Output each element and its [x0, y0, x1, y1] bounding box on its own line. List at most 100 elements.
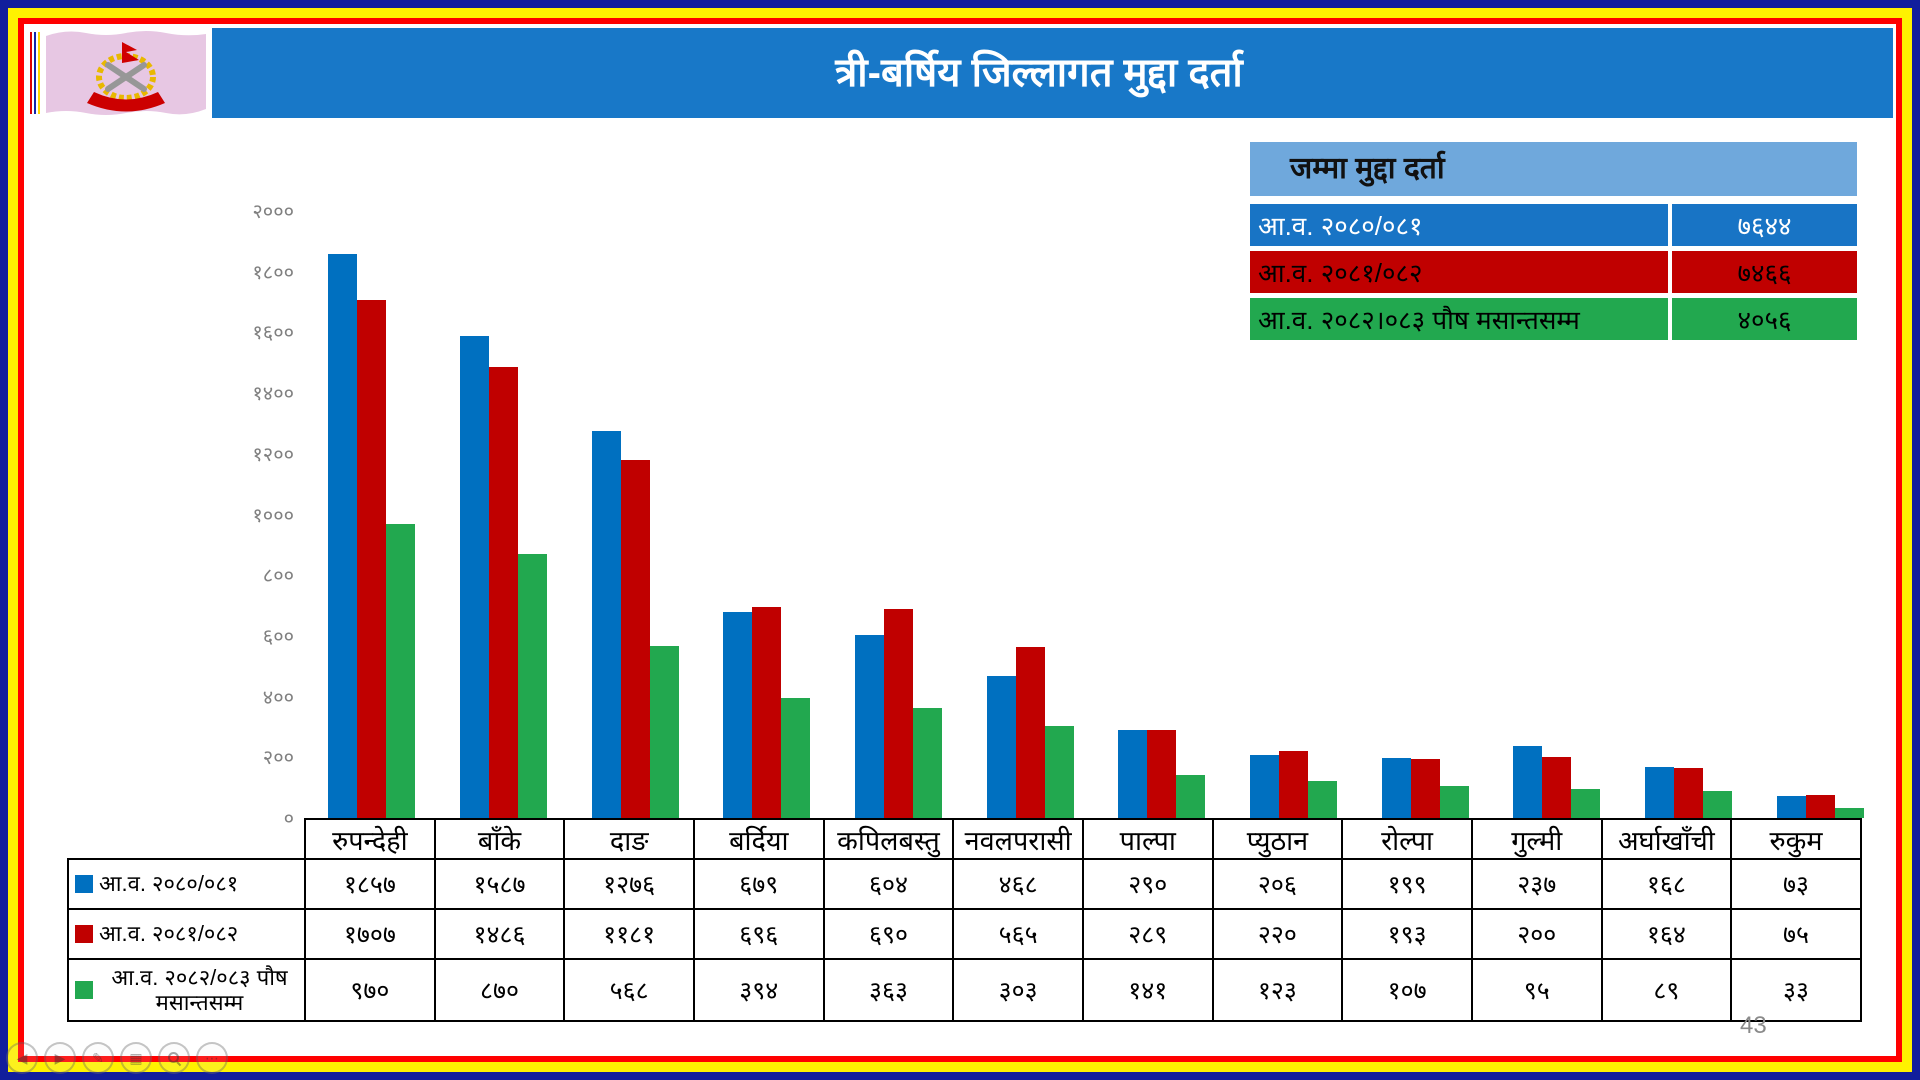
bar: [1805, 795, 1835, 818]
value-cell: २९०: [1081, 858, 1214, 910]
series-legend-cell: आ.व. २०८१/०८२: [67, 908, 306, 960]
logo-stripes: [30, 32, 40, 114]
district-header-cell: बाँके: [433, 818, 566, 860]
value-cell: ७५: [1730, 908, 1862, 960]
y-axis-tick-label: ८००: [262, 565, 294, 588]
bar-group: [460, 336, 547, 818]
slide-canvas: त्री-बर्षिय जिल्लागत मुद्दा दर्ता जम्मा …: [24, 24, 1896, 1056]
district-header-cell: प्युठान: [1211, 818, 1344, 860]
summary-row-value: ७४६६: [1737, 258, 1792, 288]
district-header-cell: गुल्मी: [1470, 818, 1603, 860]
summary-table: जम्मा मुद्दा दर्ता आ.व. २०८०/०८१ ७६४४ आ.व.…: [1250, 142, 1857, 345]
data-table: रुपन्देही बाँके दाङ बर्दिया कपिलबस्तु नवलपरास…: [67, 818, 1862, 1022]
table-row: आ.व. २०८२/०८३ पौष मसान्तसम्म ९७० ८७० ५६८ ३९४…: [67, 958, 1862, 1022]
bar: [460, 336, 489, 818]
value-cell: ५६८: [563, 958, 695, 1022]
bar: [386, 524, 416, 818]
bar: [1571, 789, 1601, 818]
y-axis-tick-label: ०: [283, 808, 294, 830]
bar-group: [1118, 730, 1206, 818]
see-all-slides-icon[interactable]: ▦: [120, 1042, 152, 1074]
value-cell: २००: [1470, 908, 1603, 960]
bar-group: [1776, 795, 1864, 818]
bar: [752, 607, 782, 818]
bar: [913, 708, 942, 818]
value-cell: ३०३: [952, 958, 1084, 1022]
value-cell: २८९: [1081, 908, 1214, 960]
y-axis-tick-label: १०००: [252, 504, 294, 527]
bar: [1250, 755, 1279, 818]
summary-column-divider: [1668, 298, 1672, 340]
value-cell: ३३: [1730, 958, 1862, 1022]
bar: [1645, 767, 1674, 818]
y-axis-tick-label: २००: [262, 747, 294, 770]
legend-color-swatch: [75, 925, 93, 943]
logo-stripe: [38, 32, 40, 114]
y-axis-tick-label: १४००: [252, 383, 294, 406]
value-cell: १०७: [1341, 958, 1473, 1022]
series-legend-label: आ.व. २०८१/०८२: [99, 921, 239, 947]
bar: [591, 431, 621, 818]
value-cell: १८५७: [304, 858, 436, 910]
zoom-icon[interactable]: [158, 1042, 190, 1074]
value-cell: ९५: [1470, 958, 1603, 1022]
bar: [855, 635, 884, 818]
value-cell: ६०४: [822, 858, 955, 910]
bar: [1147, 730, 1177, 818]
table-corner-blank: [67, 818, 306, 860]
summary-row: आ.व. २०८१/०८२ ७४६६: [1250, 251, 1857, 293]
bar: [1015, 647, 1045, 818]
value-cell: १४१: [1081, 958, 1214, 1022]
summary-row-label: आ.व. २०८१/०८२: [1258, 258, 1423, 288]
bar-group: [1645, 767, 1732, 818]
value-cell: ८९: [1600, 958, 1733, 1022]
series-legend-cell: आ.व. २०८०/०८१: [67, 858, 306, 910]
bar-group: [328, 254, 416, 818]
bar: [1776, 796, 1806, 818]
title-banner: त्री-बर्षिय जिल्लागत मुद्दा दर्ता: [185, 28, 1893, 118]
bar: [1381, 758, 1411, 818]
district-header-cell: कपिलबस्तु: [822, 818, 955, 860]
legend-color-swatch: [75, 875, 93, 893]
bar: [328, 254, 358, 818]
value-cell: १५८७: [433, 858, 566, 910]
table-row: आ.व. २०८०/०८१ १८५७ १५८७ १२७६ ६७९ ६०४ ४६८ २९० २०६…: [67, 858, 1862, 910]
district-header-cell: रुपन्देही: [304, 818, 436, 860]
value-cell: १७०७: [304, 908, 436, 960]
magnifier-glyph: [167, 1051, 181, 1065]
previous-slide-icon[interactable]: ◀: [6, 1042, 38, 1074]
table-row: आ.व. २०८१/०८२ १७०७ १४८६ ११८१ ६९६ ६९० ५६५ २८९ २२०…: [67, 908, 1862, 960]
bar: [884, 609, 913, 818]
y-axis-tick-label: २०००: [252, 201, 294, 223]
bar: [781, 698, 811, 818]
district-header-cell: नवलपरासी: [952, 818, 1084, 860]
summary-column-divider: [1668, 251, 1672, 293]
value-cell: १४८६: [433, 908, 566, 960]
summary-row: आ.व. २०८०/०८१ ७६४४: [1250, 204, 1857, 246]
next-slide-icon[interactable]: ▶: [44, 1042, 76, 1074]
page-number: 43: [1740, 1012, 1767, 1039]
pen-tools-icon[interactable]: ✎: [82, 1042, 114, 1074]
bar: [357, 300, 387, 818]
district-header-cell: बर्दिया: [692, 818, 825, 860]
series-legend-cell: आ.व. २०८२/०८३ पौष मसान्तसम्म: [67, 958, 306, 1022]
value-cell: १२७६: [563, 858, 695, 910]
table-header-row: रुपन्देही बाँके दाङ बर्दिया कपिलबस्तु नवलपरास…: [67, 818, 1862, 860]
bar-group: [986, 647, 1074, 818]
bar: [1308, 781, 1337, 818]
y-axis-tick-label: १६००: [252, 322, 294, 345]
bar: [518, 554, 547, 818]
value-cell: ५६५: [952, 908, 1084, 960]
bar: [723, 612, 753, 818]
value-cell: २२०: [1211, 908, 1344, 960]
y-axis-tick-label: ४००: [262, 686, 294, 709]
summary-rows: आ.व. २०८०/०८१ ७६४४ आ.व. २०८१/०८२ ७४६६ आ.व. २…: [1250, 204, 1857, 340]
y-axis-tick-label: ६००: [262, 625, 294, 648]
series-legend-label: आ.व. २०८०/०८१: [99, 871, 239, 897]
district-header-cell: रुकुम: [1730, 818, 1862, 860]
bar: [1674, 768, 1703, 818]
value-cell: ८७०: [433, 958, 566, 1022]
value-cell: १९३: [1341, 908, 1473, 960]
value-cell: ४६८: [952, 858, 1084, 910]
more-options-icon[interactable]: ⋯: [196, 1042, 228, 1074]
